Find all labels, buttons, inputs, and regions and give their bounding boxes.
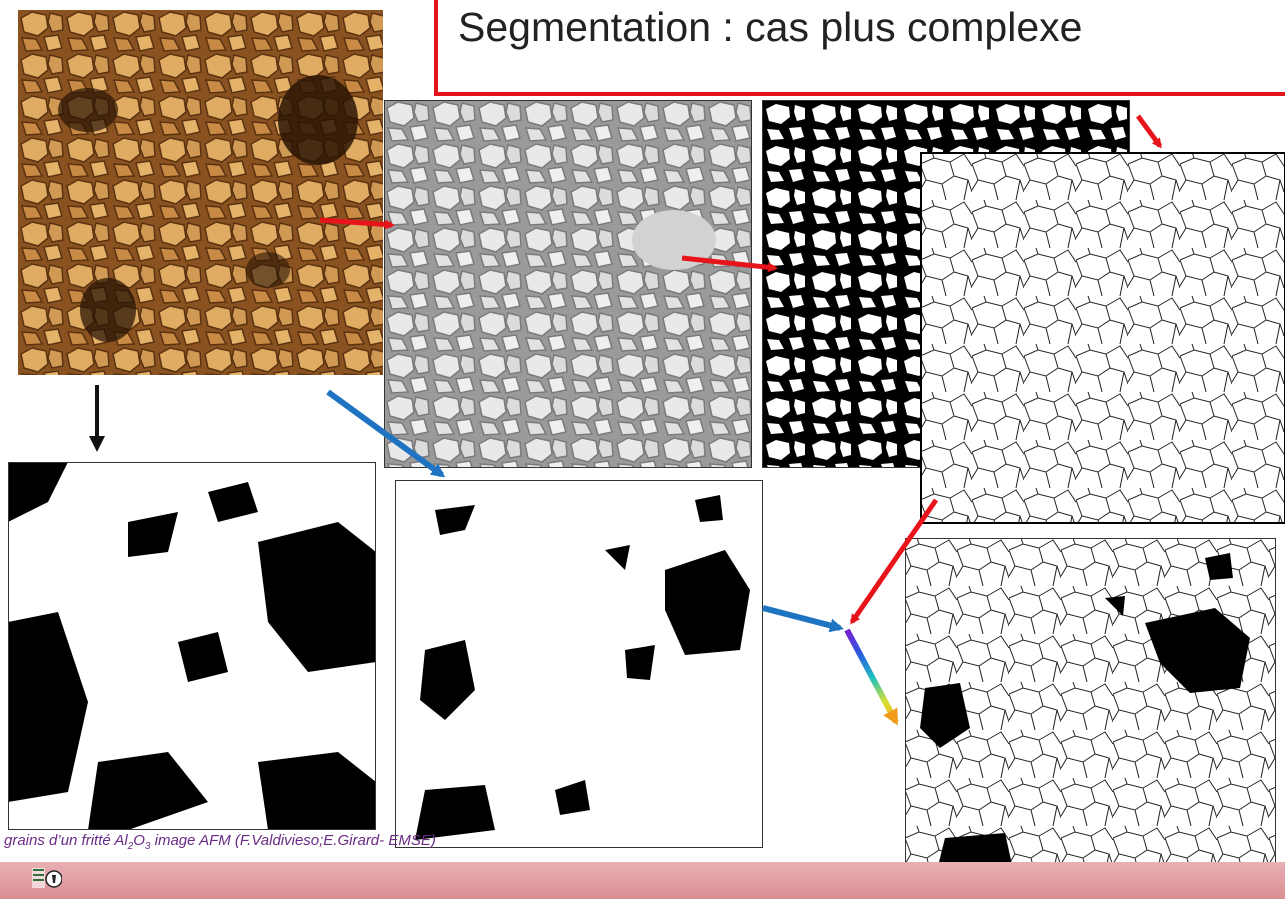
threshold-binary-image [8,462,376,830]
rainbow-arrow-merge-to-final [844,628,899,726]
red-arrow-network-to-merge [849,498,939,625]
title-frame [434,0,1285,96]
red-arrow-gray-to-binary [681,255,778,273]
slide-title: Segmentation : cas plus complexe [458,4,1083,50]
red-arrow-binary-to-network [1135,114,1163,149]
afm-image [18,10,383,375]
grain-boundaries-image [920,152,1285,524]
figure-caption: grains d’un fritté Al2O3 image AFM (F.Va… [4,832,436,852]
footer-band [0,862,1285,899]
institution-logo-icon [32,868,62,888]
red-arrow-afm-to-gray [319,217,395,230]
blue-arrow-pores-to-merge [762,605,844,633]
blue-arrow-afm-to-pores [326,389,446,478]
pores-binary-image [395,480,763,848]
grayscale-filtered-image [384,100,752,468]
